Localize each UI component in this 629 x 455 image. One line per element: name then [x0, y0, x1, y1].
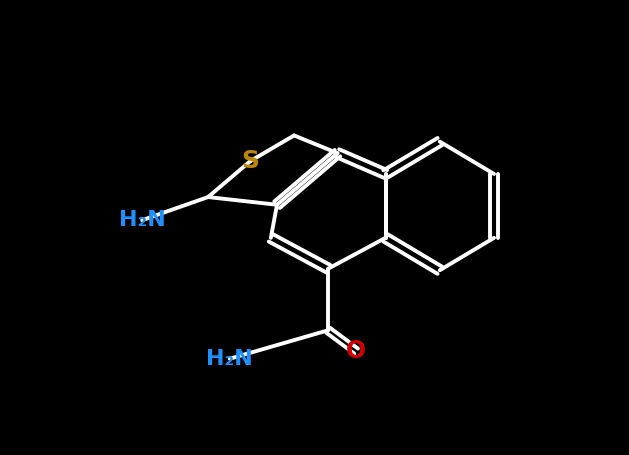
Text: H₂N: H₂N [206, 349, 253, 369]
Text: O: O [346, 339, 366, 363]
Text: S: S [242, 149, 260, 173]
Text: H₂N: H₂N [119, 210, 165, 230]
